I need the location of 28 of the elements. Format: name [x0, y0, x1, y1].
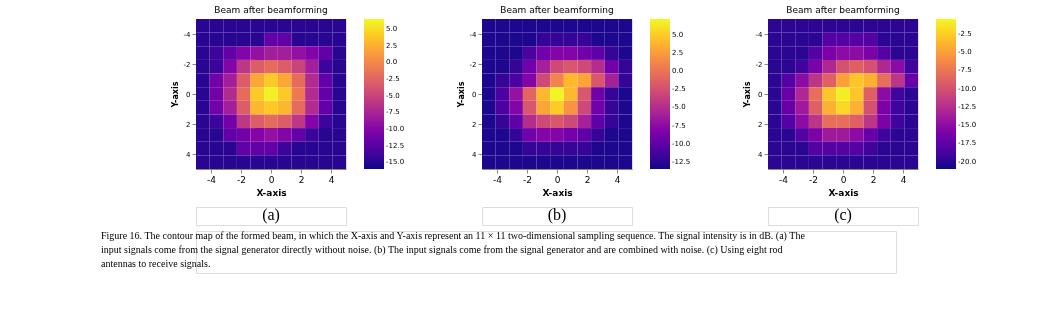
text: (b): [547, 206, 567, 224]
x-axis-title: X-axis: [828, 187, 859, 198]
x-tick-label: -4: [207, 174, 217, 185]
y-axis-title: Y-axis: [742, 81, 752, 109]
y-axis-title: Y-axis: [456, 81, 466, 109]
x-tick-label: -4: [779, 174, 789, 185]
y-axis-title: Y-axis: [170, 81, 180, 109]
chart-title: Beam after beamforming: [500, 5, 614, 15]
text: (a): [262, 206, 280, 224]
x-tick-label: 4: [328, 174, 335, 185]
x-tick-label: 4: [900, 174, 907, 185]
x-axis-title: X-axis: [256, 187, 287, 198]
caption: Figure 16. The contour map of the formed beam, in which the X-axis and Y-axis represent an 11 × 11 two-dimensional sampling sequence. The signal intensity is in dB. (a) The input signals come from the signal generator directly without noise. (b) The input signals come from the signal generator and are combined with noise. (c) Using eight rod antennas to receive signals.: [101, 230, 806, 269]
x-tick-label: 2: [584, 174, 591, 185]
x-tick-label: -2: [809, 174, 818, 185]
x-tick-label: 4: [614, 174, 621, 185]
x-tick-label: 0: [268, 174, 275, 185]
chart-title: Beam after beamforming: [214, 5, 328, 15]
x-tick-label: 0: [554, 174, 561, 185]
text: (c): [834, 206, 852, 224]
x-tick-label: 2: [298, 174, 305, 185]
x-tick-label: -2: [237, 174, 246, 185]
chart-title: Beam after beamforming: [786, 5, 900, 15]
x-tick-label: -4: [493, 174, 503, 185]
x-axis-title: X-axis: [542, 187, 573, 198]
x-tick-label: 0: [840, 174, 847, 185]
x-tick-label: -2: [523, 174, 532, 185]
x-tick-label: 2: [870, 174, 877, 185]
